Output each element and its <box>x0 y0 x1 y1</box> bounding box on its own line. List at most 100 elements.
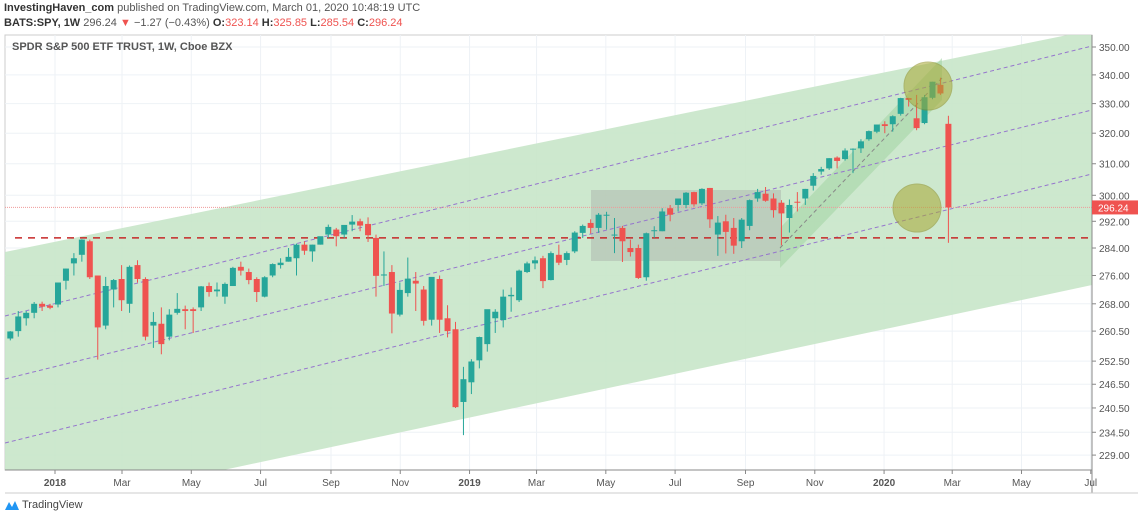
close-label: C: <box>357 17 369 29</box>
price-tick-label: 240.50 <box>1099 404 1130 415</box>
candle-body <box>420 289 427 321</box>
price-tick-label: 260.50 <box>1099 327 1130 338</box>
candle-body <box>94 275 101 328</box>
candle-body <box>826 158 833 169</box>
time-tick-label: May <box>1012 478 1031 489</box>
candle-body <box>476 337 483 361</box>
candle-body <box>269 264 276 276</box>
candle-body <box>889 116 896 125</box>
author-name[interactable]: InvestingHaven_com <box>4 2 115 14</box>
low-value: 285.54 <box>320 17 355 29</box>
candle-body <box>142 278 149 337</box>
time-tick-label: Mar <box>528 478 546 489</box>
candle-body <box>317 236 324 245</box>
time-tick-label: 2018 <box>44 478 67 489</box>
price-tick-label: 276.00 <box>1099 272 1130 283</box>
candle-body <box>659 211 666 232</box>
symbol: BATS:SPY, 1W <box>4 17 81 29</box>
candle-body <box>174 308 181 313</box>
open-label: O: <box>212 17 226 29</box>
candle-body <box>857 141 864 149</box>
price-tick-label: 300.00 <box>1099 191 1130 202</box>
candle-body <box>468 361 475 383</box>
candle-body <box>865 131 872 140</box>
candle-body <box>237 266 244 271</box>
candle-body <box>285 256 292 262</box>
candle-body <box>754 192 761 199</box>
tradingview-logo-icon <box>5 501 19 510</box>
candle-body <box>842 150 849 160</box>
candle-body <box>365 223 372 236</box>
candle-body <box>7 331 14 339</box>
time-tick-label: Nov <box>806 478 824 489</box>
price-tick-label: 252.50 <box>1099 357 1130 368</box>
candle-body <box>341 224 348 235</box>
low-label: L: <box>310 17 321 29</box>
time-tick-label: 2020 <box>873 478 896 489</box>
publish-info: InvestingHaven_com published on TradingV… <box>4 2 420 14</box>
candle-body <box>221 283 228 297</box>
time-tick-label: May <box>596 478 615 489</box>
candle-body <box>301 244 308 251</box>
candle-body <box>15 316 22 332</box>
candle-body <box>873 124 880 132</box>
price-change: −1.27 (−0.43%) <box>133 17 210 29</box>
price-tick-label: 350.00 <box>1099 43 1130 54</box>
time-tick-label: May <box>182 478 201 489</box>
time-tick-label: Sep <box>322 478 340 489</box>
candle-body <box>818 169 825 172</box>
time-tick-label: Jul <box>669 478 682 489</box>
candle-body <box>412 280 419 284</box>
candle-body <box>595 214 602 228</box>
trend-channel <box>5 35 1092 470</box>
price-tick-label: 292.00 <box>1099 217 1130 228</box>
last-price: 296.24 <box>83 17 117 29</box>
highlight-circle-top <box>903 61 953 111</box>
candle-body <box>619 227 626 242</box>
time-tick-label: Jul <box>254 478 267 489</box>
published-text: published on TradingView.com, March 01, … <box>117 2 421 14</box>
candle-body <box>881 124 888 127</box>
candle-body <box>62 268 69 281</box>
candle-body <box>651 230 658 232</box>
candle-body <box>683 192 690 205</box>
candle-body <box>698 188 705 204</box>
candle-body <box>229 267 236 287</box>
price-tick-label: 246.50 <box>1099 380 1130 391</box>
candle-body <box>55 282 61 305</box>
candle-body <box>794 201 801 203</box>
candle-body <box>555 254 562 263</box>
price-tick-label: 310.00 <box>1099 160 1130 171</box>
candle-body <box>532 260 538 264</box>
candle-body <box>786 204 793 219</box>
overlays <box>5 35 1092 470</box>
chart-legend: SPDR S&P 500 ETF TRUST, 1W, Cboe BZX <box>12 41 233 53</box>
time-tick-label: Mar <box>113 478 131 489</box>
candle-body <box>380 274 387 276</box>
candle-body <box>762 193 769 201</box>
candle-body <box>913 118 920 129</box>
candle-body <box>730 227 737 246</box>
candle-body <box>770 198 777 211</box>
candle-body <box>357 221 364 226</box>
candle-body <box>484 309 491 345</box>
candle-body <box>293 244 300 259</box>
candle-body <box>277 262 284 266</box>
highlight-circle-bottom <box>892 183 942 233</box>
candle-body <box>524 263 531 273</box>
candle-body <box>150 321 157 326</box>
candle-body <box>373 237 379 276</box>
candle-body <box>691 192 697 205</box>
candle-body <box>635 248 642 278</box>
tradingview-logo[interactable]: TradingView <box>4 499 83 511</box>
candle-body <box>746 200 753 226</box>
candle-body <box>134 265 141 279</box>
candle-body <box>23 312 30 319</box>
time-tick-label: 2019 <box>458 478 481 489</box>
time-tick-label: Sep <box>737 478 755 489</box>
candle-body <box>245 272 252 281</box>
candle-body <box>579 225 586 233</box>
price-tick-label: 330.00 <box>1099 100 1130 111</box>
candle-body <box>198 286 205 308</box>
